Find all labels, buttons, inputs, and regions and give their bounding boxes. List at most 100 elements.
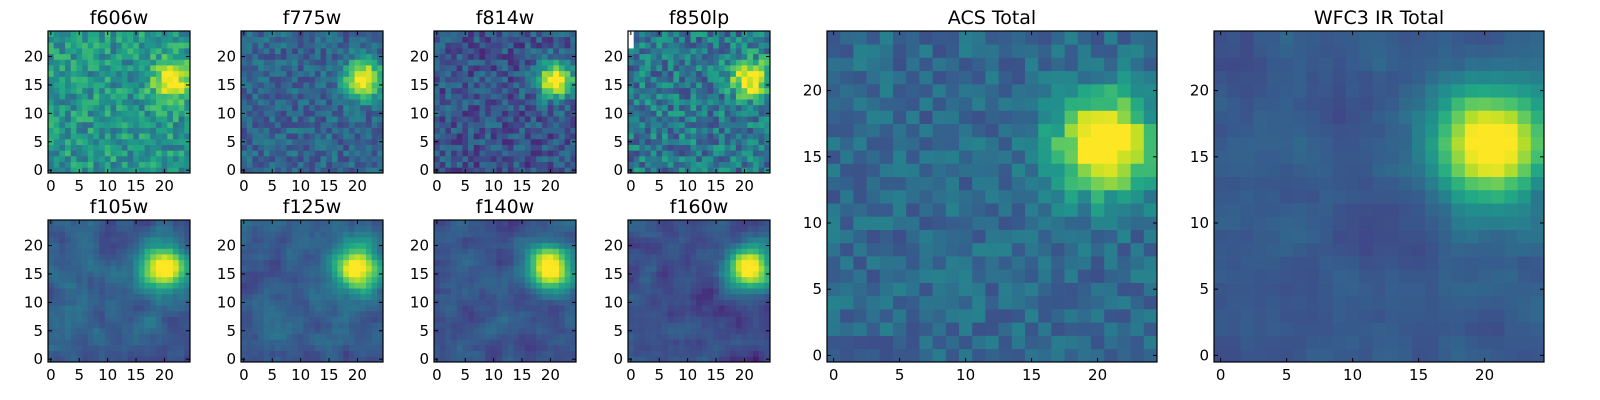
heatmap-cell xyxy=(269,150,276,157)
heatmap-cell xyxy=(343,110,350,117)
heatmap-cell xyxy=(628,36,635,43)
heatmap-cell xyxy=(468,99,475,106)
heatmap-cell xyxy=(297,333,304,340)
heatmap-cell xyxy=(133,344,140,351)
heatmap-cell xyxy=(468,248,475,255)
heatmap-cell xyxy=(178,133,185,140)
heatmap-cell xyxy=(473,36,480,43)
heatmap-cell xyxy=(167,31,174,38)
heatmap-cell xyxy=(462,333,469,340)
heatmap-cell xyxy=(445,293,452,300)
heatmap-cell xyxy=(468,82,475,89)
heatmap-cell xyxy=(82,350,89,357)
heatmap-cell xyxy=(292,288,299,295)
heatmap-cell xyxy=(360,259,367,266)
heatmap-cell xyxy=(684,42,691,49)
heatmap-cell xyxy=(133,339,140,346)
heatmap-cell xyxy=(343,82,350,89)
heatmap-cell xyxy=(547,138,554,145)
heatmap-cell xyxy=(490,276,497,283)
heatmap-cell xyxy=(343,155,350,162)
heatmap-cell xyxy=(445,161,452,168)
heatmap-cell xyxy=(127,48,134,55)
heatmap-cell xyxy=(547,110,554,117)
heatmap-cell xyxy=(172,333,179,340)
heatmap-cell xyxy=(138,104,145,111)
heatmap-cell xyxy=(650,133,657,140)
heatmap-cell xyxy=(138,59,145,66)
heatmap-cell xyxy=(99,254,106,261)
heatmap-cell xyxy=(121,36,128,43)
heatmap-cell xyxy=(439,276,446,283)
heatmap-cell xyxy=(280,231,287,238)
heatmap-cell xyxy=(530,322,537,329)
heatmap-cell xyxy=(167,53,174,60)
heatmap-cell xyxy=(371,339,378,346)
x-tick-label: 0 xyxy=(46,177,56,195)
heatmap-cell xyxy=(507,121,514,128)
heatmap-cell xyxy=(99,299,106,306)
heatmap-cell xyxy=(320,53,327,60)
heatmap-cell xyxy=(138,53,145,60)
heatmap-cell xyxy=(121,242,128,249)
heatmap-cell xyxy=(76,231,83,238)
heatmap-cell xyxy=(758,65,765,72)
heatmap-cell xyxy=(53,231,60,238)
heatmap-cell xyxy=(696,116,703,123)
heatmap-cell xyxy=(371,242,378,249)
heatmap-cell xyxy=(121,150,128,157)
heatmap-cell xyxy=(354,144,361,151)
heatmap-cell xyxy=(519,271,526,278)
heatmap-cell xyxy=(150,133,157,140)
heatmap-cell xyxy=(764,104,771,111)
heatmap-cell xyxy=(667,59,674,66)
heatmap-cell xyxy=(524,116,531,123)
heatmap-cell xyxy=(99,42,106,49)
heatmap-cell xyxy=(650,53,657,60)
y-tick-label: 5 xyxy=(613,133,623,151)
heatmap-cell xyxy=(502,220,509,227)
heatmap-cell xyxy=(292,121,299,128)
heatmap-cell xyxy=(667,116,674,123)
heatmap-cell xyxy=(286,310,293,317)
heatmap-cell xyxy=(99,293,106,300)
heatmap-cell xyxy=(656,322,663,329)
heatmap-cell xyxy=(690,93,697,100)
heatmap-cell xyxy=(155,36,162,43)
heatmap-cell xyxy=(468,76,475,83)
heatmap-cell xyxy=(564,65,571,72)
heatmap-cell xyxy=(684,316,691,323)
heatmap-cell xyxy=(178,322,185,329)
heatmap-cell xyxy=(116,316,123,323)
heatmap-cell xyxy=(104,333,111,340)
heatmap-cell xyxy=(320,271,327,278)
heatmap-cell xyxy=(133,138,140,145)
heatmap-cell xyxy=(314,344,321,351)
heatmap-cell xyxy=(303,36,310,43)
heatmap-cell xyxy=(645,65,652,72)
heatmap-cell xyxy=(326,333,333,340)
heatmap-cell xyxy=(76,93,83,100)
heatmap-cell xyxy=(59,93,66,100)
heatmap-cell xyxy=(513,310,520,317)
heatmap-cell xyxy=(331,104,338,111)
heatmap-cell xyxy=(536,48,543,55)
heatmap-cell xyxy=(360,167,367,174)
heatmap-cell xyxy=(439,31,446,38)
heatmap-cell xyxy=(473,339,480,346)
heatmap-cell xyxy=(456,82,463,89)
heatmap-cell xyxy=(354,161,361,168)
heatmap-cell xyxy=(645,104,652,111)
heatmap-cell xyxy=(82,220,89,227)
heatmap-cell xyxy=(558,225,565,232)
heatmap-cell xyxy=(303,333,310,340)
heatmap-cell xyxy=(241,350,248,357)
heatmap-cell xyxy=(365,293,372,300)
heatmap-cell xyxy=(690,299,697,306)
heatmap-cell xyxy=(541,48,548,55)
heatmap-cell xyxy=(758,276,765,283)
heatmap-cell xyxy=(348,327,355,334)
heatmap-cell xyxy=(524,339,531,346)
heatmap-cell xyxy=(343,310,350,317)
